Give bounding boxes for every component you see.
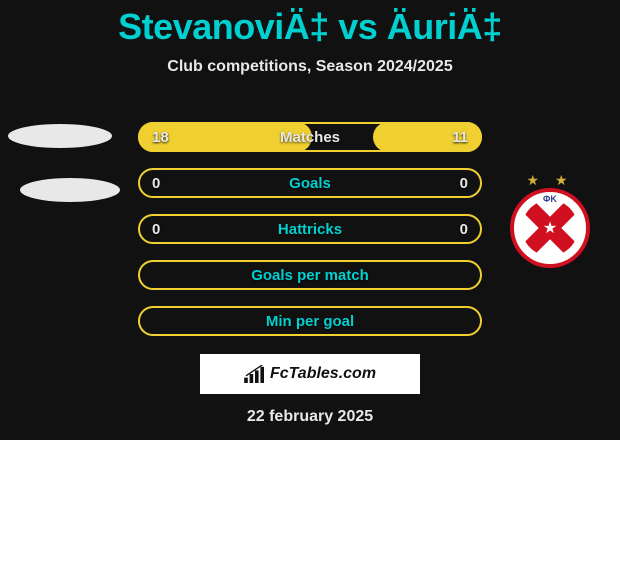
stat-label: Matches <box>280 129 340 146</box>
fctables-watermark[interactable]: FcTables.com <box>200 354 420 394</box>
subtitle: Club competitions, Season 2024/2025 <box>0 58 620 76</box>
stat-row: 0 0 Hattricks <box>138 214 482 244</box>
stat-value-right: 11 <box>452 129 468 146</box>
fctables-logo-icon <box>244 365 266 383</box>
stat-row: 18 11 Matches <box>138 122 482 152</box>
date-line: 22 february 2025 <box>0 408 620 426</box>
stat-label: Min per goal <box>266 313 354 330</box>
stat-value-left: 0 <box>152 175 160 192</box>
comparison-card: StevanoviÄ‡ vs ÄuriÄ‡ Club competitions,… <box>0 0 620 440</box>
stat-row: Min per goal <box>138 306 482 336</box>
stats-rows: 18 11 Matches 0 0 Goals 0 0 Hattricks Goals per m… <box>0 122 620 352</box>
stat-value-left: 0 <box>152 221 160 238</box>
stat-value-right: 0 <box>460 221 468 238</box>
stat-row: 0 0 Goals <box>138 168 482 198</box>
stat-row: Goals per match <box>138 260 482 290</box>
stat-value-left: 18 <box>152 129 169 146</box>
stat-label: Goals <box>289 175 331 192</box>
stat-label: Hattricks <box>278 221 342 238</box>
page-title: StevanoviÄ‡ vs ÄuriÄ‡ <box>0 0 620 48</box>
stat-label: Goals per match <box>251 267 369 284</box>
fctables-label: FcTables.com <box>270 365 376 383</box>
stat-value-right: 0 <box>460 175 468 192</box>
